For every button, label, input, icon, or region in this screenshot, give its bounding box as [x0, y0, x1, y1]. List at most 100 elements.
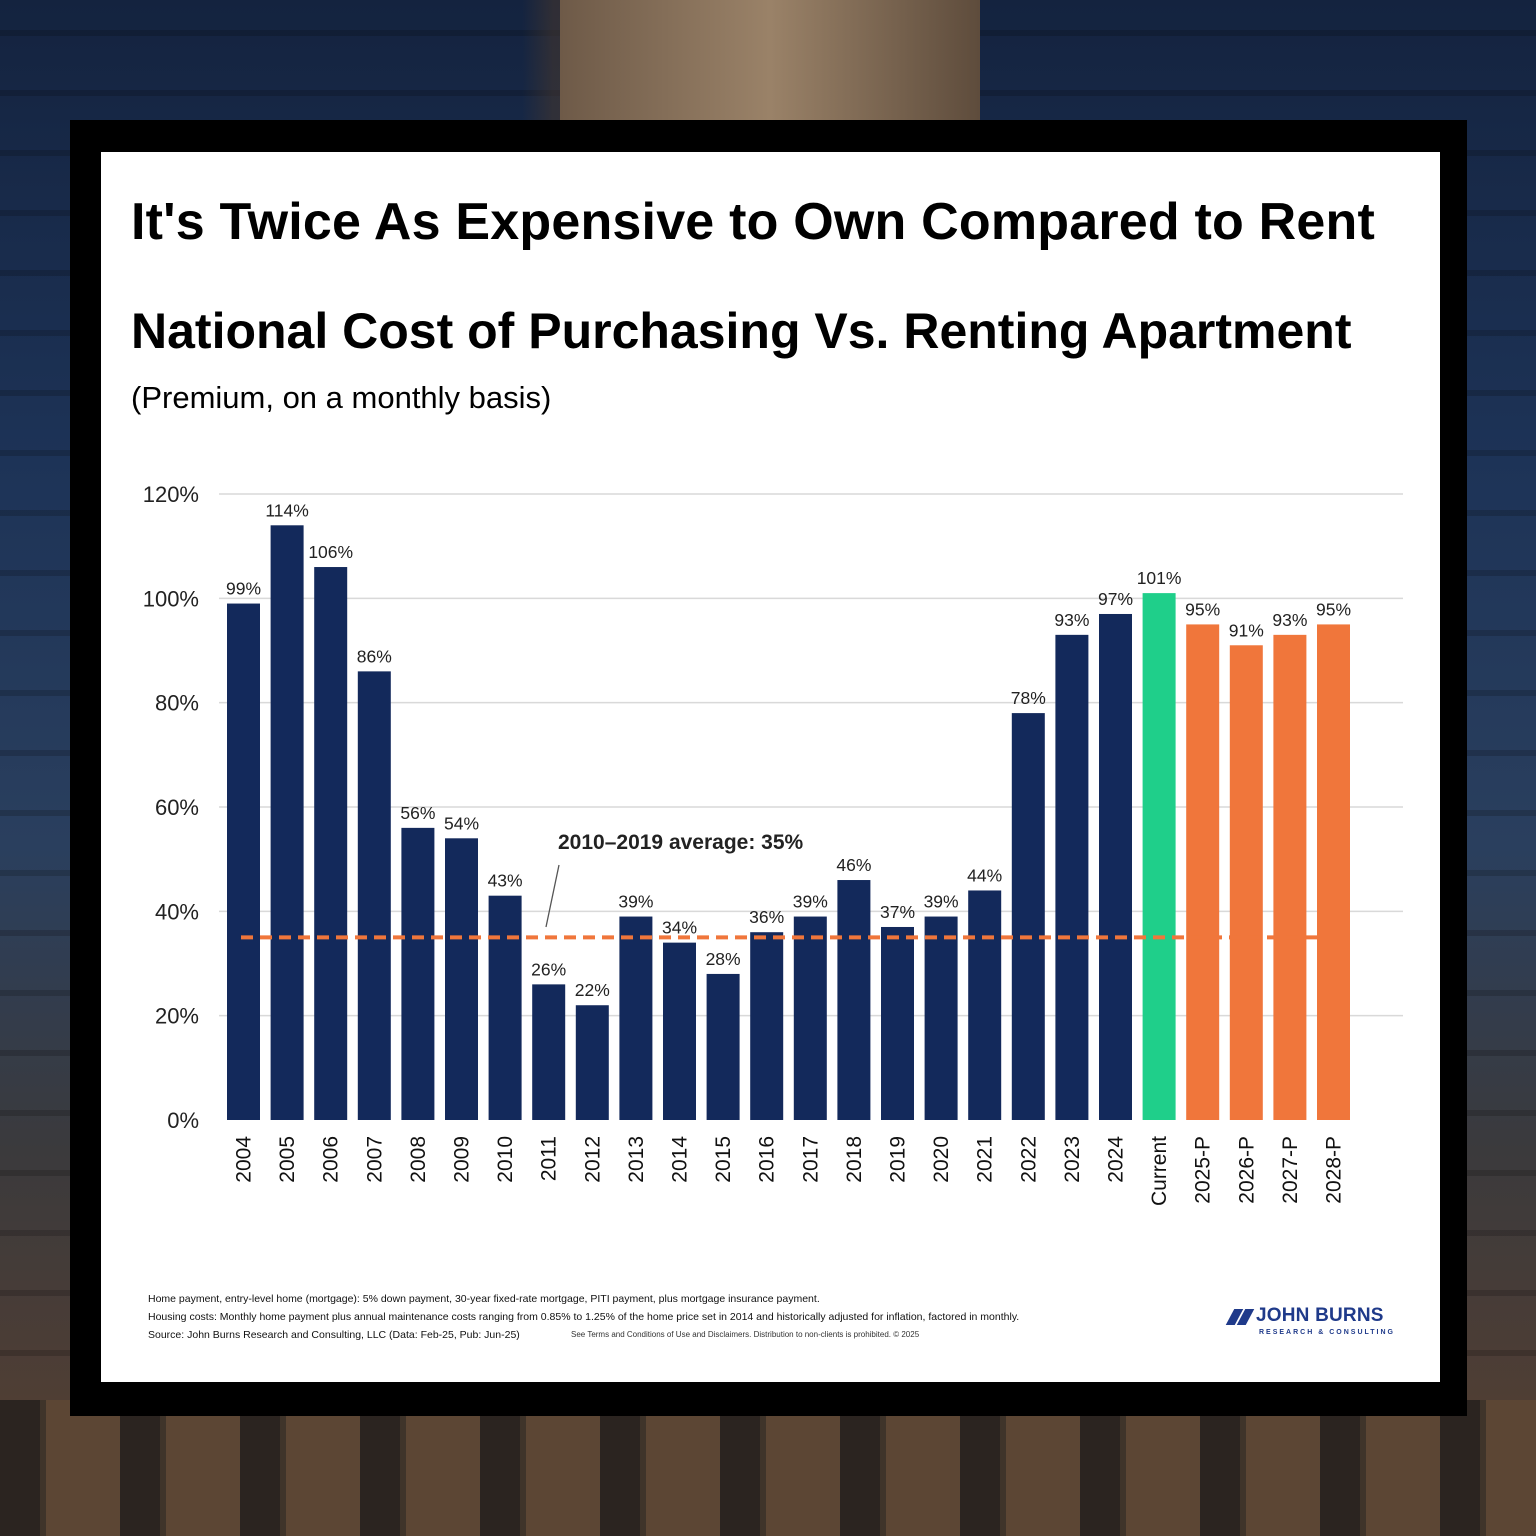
chart-title: National Cost of Purchasing Vs. Renting …	[131, 303, 1352, 359]
data-label: 86%	[357, 646, 392, 666]
x-tick-label: 2023	[1061, 1136, 1084, 1183]
logo-tagline: RESEARCH & CONSULTING	[1259, 1329, 1395, 1336]
x-tick-label: 2007	[363, 1136, 386, 1183]
x-tick-label: 2022	[1017, 1136, 1040, 1183]
bar	[270, 525, 304, 1120]
bar	[968, 890, 1002, 1120]
data-label: 43%	[488, 871, 523, 891]
bar	[1099, 613, 1132, 1120]
y-tick-label: 120%	[143, 482, 199, 507]
data-label: 22%	[575, 980, 610, 1000]
bar	[532, 984, 566, 1120]
data-label: 39%	[924, 892, 959, 912]
y-tick-label: 100%	[143, 586, 199, 611]
data-label: 95%	[1316, 599, 1351, 619]
y-tick-label: 60%	[155, 795, 199, 820]
data-label: 37%	[880, 902, 915, 922]
bar	[488, 895, 522, 1120]
background-tower	[560, 0, 980, 130]
bar	[227, 603, 260, 1120]
x-tick-label: 2024	[1105, 1136, 1128, 1183]
x-tick-label: 2010	[494, 1136, 517, 1183]
data-label: 36%	[749, 907, 784, 927]
bar	[314, 567, 348, 1120]
bar	[1229, 645, 1263, 1120]
x-tick-label: 2005	[276, 1136, 299, 1183]
bar	[924, 916, 958, 1120]
logo-mark-icon	[1225, 1309, 1255, 1325]
data-label: 93%	[1272, 610, 1307, 630]
footnote-line: Housing costs: Monthly home payment plus…	[148, 1311, 1020, 1323]
chart-card: It's Twice As Expensive to Own Compared …	[101, 152, 1440, 1382]
x-tick-label: 2011	[538, 1136, 561, 1181]
footnotes: Home payment, entry-level home (mortgage…	[148, 1290, 1148, 1344]
bar	[706, 973, 740, 1120]
bar	[1142, 593, 1176, 1120]
y-tick-label: 0%	[167, 1108, 199, 1133]
average-callout-label: 2010–2019 average: 35%	[558, 831, 804, 854]
logo-name: JOHN BURNS	[1256, 1305, 1384, 1326]
bar	[445, 838, 478, 1120]
data-label: 54%	[444, 813, 479, 833]
data-label: 93%	[1054, 610, 1089, 630]
chart-subtitle: (Premium, on a monthly basis)	[131, 380, 552, 415]
bar	[575, 1005, 609, 1120]
bar	[1317, 624, 1350, 1120]
disclaimer: See Terms and Conditions of Use and Disc…	[571, 1330, 920, 1339]
data-label: 34%	[662, 918, 697, 938]
x-tick-label: 2008	[407, 1136, 430, 1183]
y-tick-label: 20%	[155, 1004, 199, 1029]
bar	[881, 926, 914, 1120]
data-label: 101%	[1137, 568, 1182, 588]
data-label: 78%	[1011, 688, 1046, 708]
x-tick-label: 2018	[843, 1136, 866, 1183]
x-tick-label: Current	[1148, 1136, 1171, 1206]
bar	[357, 671, 391, 1120]
data-label: 28%	[706, 949, 741, 969]
x-tick-label: 2009	[451, 1136, 474, 1183]
x-tick-label: 2026-P	[1235, 1136, 1258, 1204]
data-label: 26%	[531, 959, 566, 979]
x-tick-label: 2014	[669, 1136, 692, 1183]
bar	[663, 942, 696, 1120]
data-label: 114%	[265, 500, 308, 520]
data-label: 56%	[400, 803, 435, 823]
bar	[837, 880, 871, 1120]
bar	[1273, 634, 1307, 1120]
average-callout-leader	[545, 864, 560, 928]
data-label: 44%	[967, 865, 1002, 885]
x-tick-label: 2019	[887, 1136, 910, 1183]
x-tick-label: 2027-P	[1279, 1136, 1302, 1204]
data-label: 95%	[1185, 599, 1220, 619]
y-tick-label: 40%	[155, 899, 199, 924]
data-label: 46%	[836, 855, 871, 875]
x-tick-label: 2016	[756, 1136, 779, 1183]
john-burns-logo: JOHN BURNS RESEARCH & CONSULTING	[1225, 1305, 1401, 1345]
bar	[750, 932, 784, 1120]
data-label: 106%	[308, 542, 353, 562]
bar	[1055, 634, 1089, 1120]
bar	[793, 916, 827, 1120]
bar	[401, 827, 435, 1120]
footnote-line: Source: John Burns Research and Consulti…	[148, 1329, 520, 1341]
data-label: 39%	[793, 892, 828, 912]
headline: It's Twice As Expensive to Own Compared …	[131, 193, 1375, 251]
bar	[619, 916, 653, 1120]
x-tick-label: 2025-P	[1192, 1136, 1215, 1204]
x-tick-label: 2006	[320, 1136, 343, 1183]
data-label: 99%	[226, 579, 261, 599]
bar	[1186, 624, 1220, 1120]
background-street	[0, 1400, 1536, 1536]
data-label: 97%	[1098, 589, 1133, 609]
x-tick-label: 2021	[974, 1136, 997, 1183]
x-tick-label: 2012	[581, 1136, 604, 1183]
bar-chart: 0% 20% 40% 60% 80% 100% 120% 99% 2004 114% 2005 106…	[143, 482, 1403, 1206]
data-label: 39%	[618, 892, 653, 912]
x-tick-label: 2015	[712, 1136, 735, 1183]
footnote-line: Home payment, entry-level home (mortgage…	[148, 1293, 820, 1305]
x-tick-label: 2017	[799, 1136, 822, 1183]
x-tick-label: 2004	[233, 1136, 256, 1183]
data-label: 91%	[1229, 620, 1264, 640]
x-tick-label: 2028-P	[1323, 1136, 1346, 1204]
x-tick-label: 2020	[930, 1136, 953, 1183]
